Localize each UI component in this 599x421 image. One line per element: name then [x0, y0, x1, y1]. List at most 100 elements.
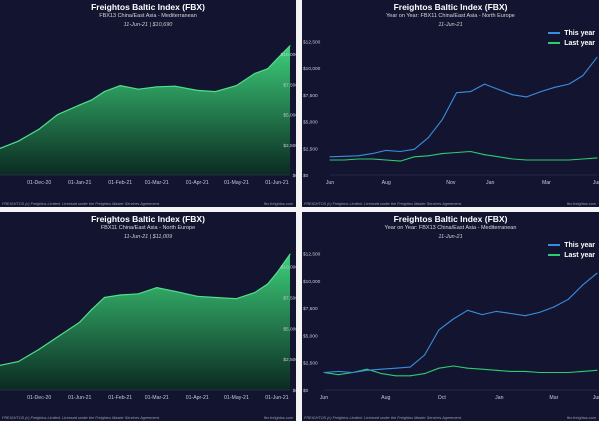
chart-footer-site: fbx.freightos.com: [264, 202, 293, 206]
chart-title: Freightos Baltic Index (FBX): [91, 214, 205, 224]
data-point: [366, 369, 368, 371]
data-point: [56, 336, 59, 338]
x-tick-label: 01-Mar-21: [145, 180, 169, 186]
price-line: [0, 253, 291, 366]
data-point: [554, 159, 556, 161]
data-point: [381, 373, 382, 375]
data-point: [17, 140, 19, 142]
data-point: [399, 160, 401, 162]
legend-item-this-year[interactable]: This year: [548, 28, 595, 38]
data-point: [235, 85, 237, 87]
data-point: [510, 370, 512, 372]
y-tick-label: $10,000: [281, 265, 296, 271]
x-tick-label: Jan: [495, 395, 503, 401]
legend-swatch: [548, 244, 561, 246]
x-tick-label: Jun: [593, 395, 599, 401]
data-point: [409, 375, 411, 377]
data-point: [495, 310, 497, 312]
y-tick-label: $2,500: [283, 357, 296, 363]
data-point: [79, 104, 81, 106]
data-point: [323, 372, 325, 373]
data-point: [267, 68, 269, 70]
data-point: [539, 372, 540, 373]
data-point: [174, 290, 176, 292]
x-tick-label: 01-Jun-21: [265, 395, 288, 401]
data-point: [498, 156, 500, 158]
data-point: [456, 92, 457, 94]
data-point: [554, 86, 556, 88]
data-point: [343, 155, 345, 157]
data-point: [214, 91, 217, 93]
legend-item-last-year[interactable]: Last year: [548, 250, 595, 260]
chart-footer-site: fbx.freightos.com: [567, 416, 596, 420]
price-area: [0, 45, 290, 175]
y-tick-label: $2,500: [283, 143, 296, 149]
legend-item-this-year[interactable]: This year: [548, 240, 595, 250]
data-point: [0, 364, 1, 366]
data-point: [524, 315, 526, 317]
data-point: [235, 298, 237, 300]
chart-date: 11-Jun-21: [438, 22, 463, 28]
x-tick-label: 01-Jan-21: [68, 180, 91, 186]
y-tick-label: $12,500: [303, 251, 321, 257]
chart-panel-fbx11-yoy: Freightos Baltic Index (FBX) Year on Yea…: [302, 0, 599, 207]
data-point: [174, 85, 176, 87]
data-point: [568, 83, 570, 85]
x-tick-label: 01-Mar-21: [145, 395, 169, 401]
data-point: [366, 368, 368, 370]
data-point: [17, 361, 19, 363]
chart-footer-site: fbx.freightos.com: [264, 416, 293, 420]
chart-subtitle: FBX11 China/East Asia - North Europe: [100, 225, 196, 231]
y-tick-label: $10,000: [303, 279, 321, 285]
data-point: [119, 294, 121, 296]
data-point: [103, 91, 106, 93]
data-point: [38, 348, 40, 350]
area-chart-svg: 01-Dec-20 01-Jun-21 01-Feb-21 01-Mar-21 01-A…: [0, 253, 296, 401]
chart-footer: FREIGHTOS (c) Freightos Limited. License…: [2, 416, 160, 420]
y-tick-label: $7,500: [303, 306, 318, 312]
legend-swatch: [548, 254, 561, 256]
data-point: [567, 372, 569, 373]
data-point: [452, 318, 454, 320]
legend-label: Last year: [564, 251, 595, 259]
data-point: [484, 154, 486, 156]
data-point: [413, 156, 415, 158]
x-tick-label: Aug: [381, 395, 390, 401]
data-point: [254, 72, 256, 75]
chart-subtitle: Year on Year: FBX11 China/East Asia - No…: [386, 13, 515, 19]
line-chart-svg: Jun Aug Oct Jan Mar Jun $0 $2,500 $5,000 $7,500 $1…: [303, 251, 599, 401]
data-point: [510, 313, 512, 314]
data-point: [357, 155, 359, 157]
y-tick-label: $10,000: [281, 52, 296, 58]
data-point: [337, 374, 339, 376]
y-tick-label: $5,000: [303, 120, 318, 126]
chart-date: 11-Jun-21 | $10,690: [123, 22, 173, 28]
this-year-line: [323, 272, 598, 374]
chart-legend: This year Last year: [548, 28, 595, 48]
y-tick-label: $10,000: [303, 66, 321, 72]
data-point: [214, 296, 217, 299]
legend-swatch: [548, 32, 561, 34]
data-point: [156, 86, 158, 88]
x-tick-label: 01-Dec-20: [27, 180, 51, 186]
data-point: [498, 89, 500, 90]
data-point: [343, 159, 345, 161]
data-point: [540, 91, 542, 93]
data-point: [56, 114, 59, 116]
data-point: [438, 329, 440, 331]
data-point: [596, 272, 598, 274]
data-point: [481, 314, 483, 316]
data-point: [90, 99, 92, 101]
data-point: [385, 159, 387, 161]
data-point: [553, 306, 555, 308]
data-point: [424, 354, 426, 356]
y-tick-label: $2,500: [303, 146, 318, 152]
x-tick-label: 01-May-21: [224, 395, 249, 401]
chart-footer: FREIGHTOS (c) Freightos Limited. License…: [2, 202, 160, 206]
data-point: [329, 156, 331, 158]
data-point: [276, 272, 278, 274]
data-point: [276, 58, 278, 60]
legend-item-last-year[interactable]: Last year: [548, 38, 595, 48]
data-point: [582, 284, 584, 286]
